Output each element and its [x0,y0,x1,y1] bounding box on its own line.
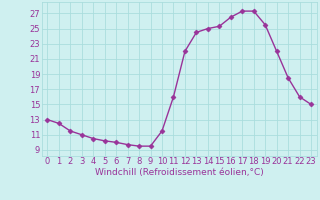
X-axis label: Windchill (Refroidissement éolien,°C): Windchill (Refroidissement éolien,°C) [95,168,264,177]
